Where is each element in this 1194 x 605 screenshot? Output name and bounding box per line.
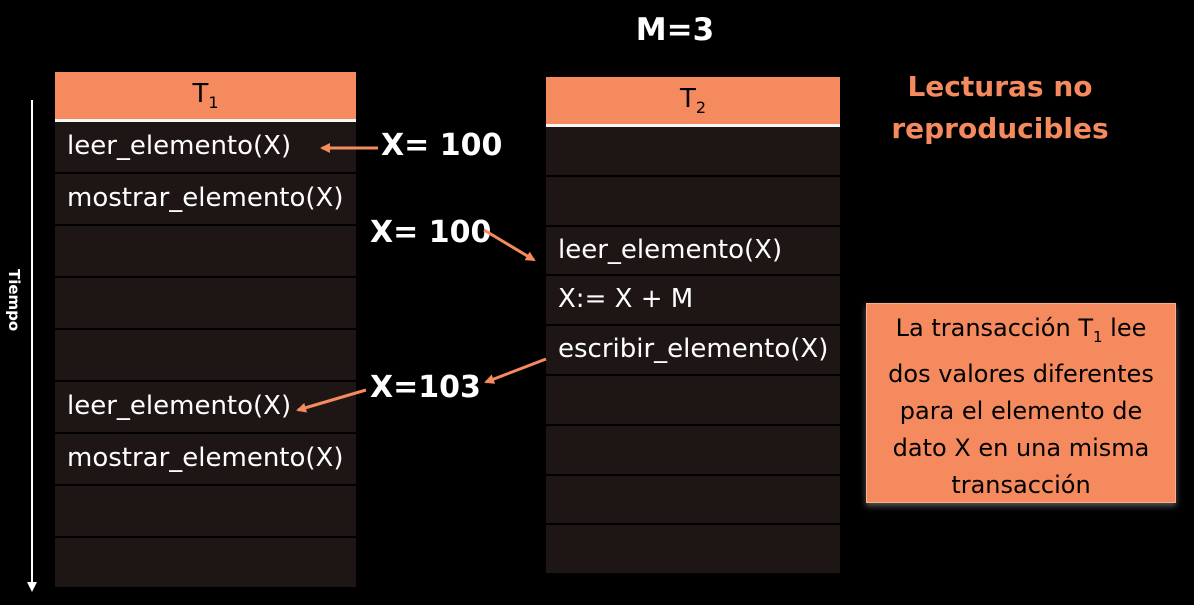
t2-row bbox=[546, 425, 840, 476]
value-label-3: X=103 bbox=[370, 370, 481, 405]
t2-header: T2 bbox=[546, 77, 840, 127]
value-label-1: X= 100 bbox=[381, 128, 503, 163]
t1-row: mostrar_elemento(X) bbox=[55, 434, 356, 486]
t2-row bbox=[546, 475, 840, 526]
t1-row bbox=[55, 278, 356, 330]
t1-row bbox=[55, 538, 356, 589]
note-line-2: dos valores diferentes bbox=[888, 359, 1154, 388]
diagram-title: M=3 bbox=[635, 12, 715, 48]
value-label-2: X= 100 bbox=[370, 215, 492, 250]
t2-row: leer_elemento(X) bbox=[546, 226, 840, 277]
t1-header-subscript: 1 bbox=[208, 93, 219, 113]
t2-header-subscript: 2 bbox=[695, 98, 707, 118]
t1-row: leer_elemento(X) bbox=[55, 122, 356, 174]
t1-header-label: T bbox=[192, 79, 209, 109]
transaction-t1-table: T1 leer_elemento(X) mostrar_elemento(X) … bbox=[55, 72, 356, 589]
section-heading: Lecturas no reproducibles bbox=[880, 66, 1120, 150]
note-line-5: transacción bbox=[951, 470, 1091, 499]
t2-row bbox=[546, 176, 840, 227]
t1-header: T1 bbox=[55, 72, 356, 122]
note-line-3: para el elemento de bbox=[899, 396, 1143, 425]
arrow-x103-to-t1-read bbox=[296, 388, 367, 413]
explanation-note: La transacción T1 lee dos valores difere… bbox=[866, 303, 1176, 503]
heading-line-2: reproducibles bbox=[891, 112, 1109, 145]
heading-line-1: Lecturas no bbox=[907, 70, 1093, 103]
note-line-1: La transacción T1 lee bbox=[895, 314, 1147, 346]
t2-row: X:= X + M bbox=[546, 276, 840, 327]
t1-row: mostrar_elemento(X) bbox=[55, 174, 356, 226]
t2-row bbox=[546, 127, 840, 177]
arrow-t2-write-to-x103 bbox=[484, 357, 547, 384]
t2-row: escribir_elemento(X) bbox=[546, 326, 840, 376]
transaction-t2-table: T2 leer_elemento(X) X:= X + M escribir_e… bbox=[546, 77, 840, 576]
t1-row bbox=[55, 226, 356, 278]
t2-row bbox=[546, 375, 840, 426]
t2-header-label: T bbox=[679, 84, 696, 114]
t1-row bbox=[55, 330, 356, 382]
arrow-x100-to-t2-read bbox=[483, 228, 536, 262]
t1-row bbox=[55, 486, 356, 538]
note-line-4: dato X en una misma bbox=[892, 433, 1150, 462]
t2-row bbox=[546, 525, 840, 576]
